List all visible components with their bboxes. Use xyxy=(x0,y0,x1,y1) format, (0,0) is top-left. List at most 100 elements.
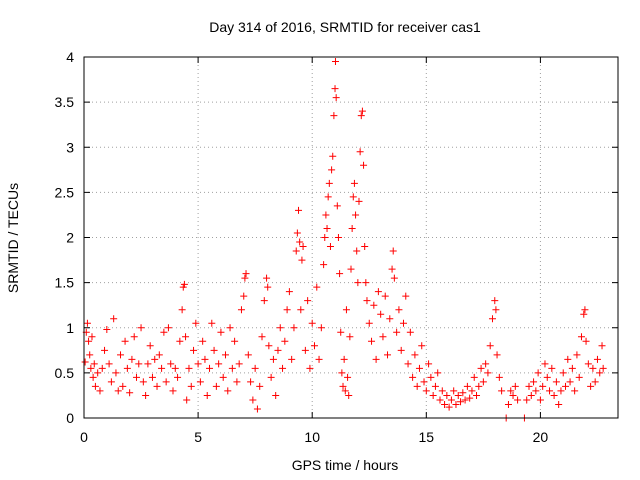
data-point xyxy=(550,391,558,399)
data-point xyxy=(386,315,394,323)
data-point xyxy=(105,360,113,368)
data-point xyxy=(355,197,363,205)
y-tick-label: 3.5 xyxy=(55,94,75,110)
data-point xyxy=(160,328,168,336)
data-point xyxy=(484,369,492,377)
data-point xyxy=(557,387,565,395)
data-point xyxy=(304,297,312,305)
data-point xyxy=(370,301,378,309)
data-point xyxy=(308,319,316,327)
data-point xyxy=(126,389,134,397)
data-point xyxy=(352,211,360,219)
data-point xyxy=(389,247,397,255)
data-point xyxy=(176,337,184,345)
data-point xyxy=(310,342,318,350)
data-point xyxy=(470,373,478,381)
data-point xyxy=(431,382,439,390)
data-point xyxy=(381,292,389,300)
data-point xyxy=(203,391,211,399)
data-point xyxy=(329,152,337,160)
data-point xyxy=(139,378,147,386)
data-point xyxy=(546,387,554,395)
data-point xyxy=(256,382,264,390)
data-point xyxy=(224,387,232,395)
data-point xyxy=(379,333,387,341)
data-point xyxy=(454,391,462,399)
data-point xyxy=(498,387,506,395)
tick-labels: 0 0.5 1 1.5 2 2.5 3 3.5 4 0 5 10 15 20 xyxy=(55,49,549,445)
x-tick-label: 10 xyxy=(304,429,320,445)
data-point xyxy=(466,394,474,402)
data-point xyxy=(101,346,109,354)
data-point xyxy=(384,351,392,359)
x-tick-label: 15 xyxy=(419,429,435,445)
data-point xyxy=(276,324,284,332)
data-point xyxy=(264,283,272,291)
data-point xyxy=(132,373,140,381)
data-point xyxy=(492,306,500,314)
data-point xyxy=(350,179,358,187)
data-point xyxy=(91,382,99,390)
data-point xyxy=(548,364,556,372)
data-point xyxy=(552,378,560,386)
data-point xyxy=(599,364,607,372)
y-tick-label: 3 xyxy=(66,139,74,155)
data-point xyxy=(285,288,293,296)
data-point xyxy=(338,369,346,377)
data-point xyxy=(333,202,341,210)
y-axis-label: SRMTID / TECUs xyxy=(5,183,21,293)
y-tick-label: 0.5 xyxy=(55,365,75,381)
data-point xyxy=(328,166,336,174)
data-point xyxy=(241,274,249,282)
axis-ticks xyxy=(83,56,618,419)
data-point xyxy=(564,355,572,363)
data-point xyxy=(151,355,159,363)
data-point xyxy=(360,161,368,169)
x-tick-label: 5 xyxy=(194,429,202,445)
data-point xyxy=(281,337,289,345)
data-point xyxy=(374,288,382,296)
data-point xyxy=(210,346,218,354)
data-point xyxy=(107,378,115,386)
data-point xyxy=(326,243,334,251)
data-point xyxy=(393,328,401,336)
data-point xyxy=(162,378,170,386)
data-point xyxy=(395,306,403,314)
data-point xyxy=(169,387,177,395)
data-point xyxy=(337,328,345,336)
data-point xyxy=(272,391,280,399)
data-point xyxy=(299,243,307,251)
data-point xyxy=(530,378,538,386)
data-point xyxy=(217,328,225,336)
data-point xyxy=(98,364,106,372)
data-point xyxy=(142,391,150,399)
data-point xyxy=(103,326,111,334)
data-point xyxy=(425,360,433,368)
data-point xyxy=(114,387,122,395)
data-point xyxy=(260,297,268,305)
data-point xyxy=(372,355,380,363)
data-point xyxy=(361,243,369,251)
data-point xyxy=(137,324,145,332)
data-point xyxy=(491,297,499,305)
data-point xyxy=(450,387,458,395)
data-point xyxy=(539,382,547,390)
data-point xyxy=(185,364,193,372)
data-point xyxy=(589,364,597,372)
data-point xyxy=(86,351,94,359)
data-point xyxy=(153,382,161,390)
data-point xyxy=(422,387,430,395)
data-point xyxy=(475,382,483,390)
data-point xyxy=(296,238,304,246)
data-point xyxy=(301,346,309,354)
data-point xyxy=(543,373,551,381)
data-point xyxy=(117,351,125,359)
data-point xyxy=(323,224,331,232)
data-point xyxy=(580,310,588,318)
y-tick-label: 2 xyxy=(66,230,74,246)
data-point xyxy=(324,193,332,201)
x-tick-label: 0 xyxy=(80,429,88,445)
data-point xyxy=(265,342,273,350)
data-point xyxy=(171,364,179,372)
